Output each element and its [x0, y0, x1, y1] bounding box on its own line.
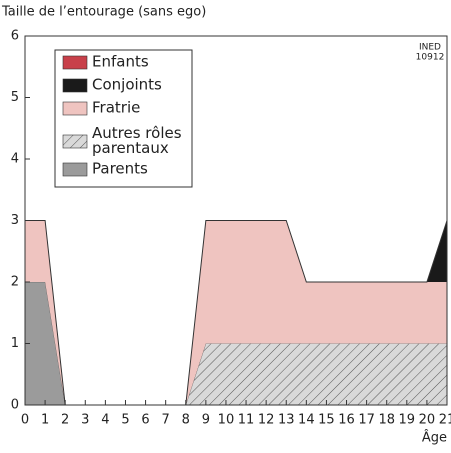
y-tick-label: 0 [11, 398, 19, 413]
x-tick-label: 10 [218, 413, 235, 428]
legend-label: Parents [92, 160, 148, 178]
x-tick-label: 16 [338, 413, 355, 428]
x-tick-label: 0 [21, 413, 29, 428]
annotation: INED [419, 43, 441, 53]
area [25, 220, 447, 405]
legend-label: Fratrie [92, 99, 140, 117]
legend-label: Autres rôles parentaux [92, 124, 182, 157]
areas [25, 220, 448, 406]
x-tick-label: 15 [318, 413, 335, 428]
legend-label: Conjoints [92, 76, 162, 94]
annotation: 10912 [416, 53, 445, 63]
y-tick-label: 6 [11, 29, 19, 44]
y-axis-label: Taille de l’entourage (sans ego) [1, 5, 206, 20]
x-tick-label: 13 [278, 413, 295, 428]
y-tick-label: 5 [11, 90, 19, 105]
y-tick-label: 4 [11, 152, 19, 167]
y-tick-label: 2 [11, 275, 19, 290]
x-tick-label: 8 [182, 413, 190, 428]
x-axis-label: Âge [422, 430, 447, 446]
legend-swatch [62, 78, 88, 93]
x-tick-label: 4 [101, 413, 109, 428]
x-tick-label: 20 [419, 413, 436, 428]
x-tick-label: 1 [41, 413, 49, 428]
x-tick-label: 11 [238, 413, 255, 428]
legend-label: Enfants [92, 53, 149, 71]
legend: Enfants Conjoints Fratrie Autres rôles paren… [54, 49, 193, 188]
legend-swatch [62, 134, 88, 149]
x-tick-label: 2 [61, 413, 69, 428]
x-tick-label: 21 [439, 413, 451, 428]
x-tick-label: 5 [121, 413, 129, 428]
x-tick-label: 17 [358, 413, 375, 428]
x-tick-label: 3 [81, 413, 89, 428]
y-tick-label: 3 [11, 213, 19, 228]
legend-swatch [62, 101, 88, 116]
x-tick-label: 6 [141, 413, 149, 428]
x-tick-label: 18 [378, 413, 395, 428]
x-tick-label: 19 [399, 413, 416, 428]
x-tick-label: 12 [258, 413, 275, 428]
x-tick-label: 7 [162, 413, 170, 428]
legend-swatch [62, 55, 88, 70]
y-tick-label: 1 [11, 336, 19, 351]
x-tick-label: 9 [202, 413, 210, 428]
legend-swatch [62, 162, 88, 177]
x-tick-label: 14 [298, 413, 315, 428]
